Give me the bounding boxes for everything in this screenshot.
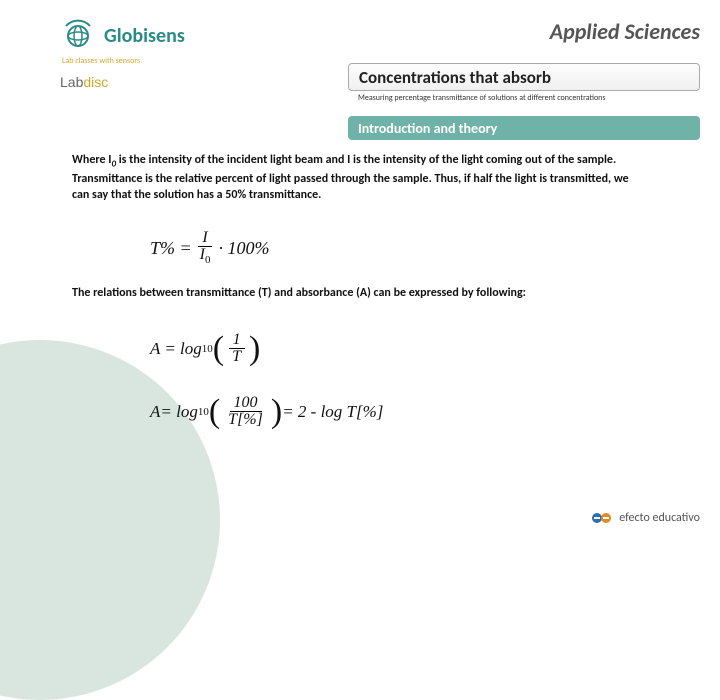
f2-lhs: A = log xyxy=(150,339,202,359)
f2-sub: 10 xyxy=(202,343,213,355)
formula-absorbance-2: A= log10 ( 100 T[%] ) = 2 - log T[%] xyxy=(150,395,383,428)
globisens-logo: Globisens xyxy=(60,18,260,54)
brand-tagline: Lab classes with sensors xyxy=(62,56,260,66)
background-circle xyxy=(0,340,220,700)
brand-product: Labdisc xyxy=(60,74,260,90)
category-label: Applied Sciences xyxy=(550,18,700,45)
efecto-icon xyxy=(591,510,613,526)
f3-paren-open: ( xyxy=(209,400,220,424)
f1-numerator: I xyxy=(198,230,211,247)
f1-denominator: I0 xyxy=(196,247,215,266)
f2-denominator: T xyxy=(228,349,245,365)
para1-part-b: is the intensity of the incident light b… xyxy=(72,153,629,202)
f1-fraction: I I0 xyxy=(196,230,215,266)
f3-denominator: T[%] xyxy=(224,412,267,428)
page-title: Concentrations that absorb xyxy=(348,63,700,91)
brand-name: Globisens xyxy=(104,24,185,48)
header: Globisens Lab classes with sensors Labdi… xyxy=(60,18,710,138)
f3-lhs: A= log xyxy=(150,402,198,422)
paragraph-2: The relations between transmittance (T) … xyxy=(72,285,640,301)
footer-name: efecto educativo xyxy=(619,511,700,525)
f3-fraction: 100 T[%] xyxy=(224,395,267,428)
f3-rhs: = 2 - log T[%] xyxy=(282,402,383,422)
globe-icon xyxy=(60,18,96,54)
para1-part-a: Where I xyxy=(72,153,111,167)
f3-numerator: 100 xyxy=(230,395,262,412)
f3-sub: 10 xyxy=(198,406,209,418)
f1-lhs: T% = xyxy=(150,238,192,259)
page-subtitle: Measuring percentage transmittance of so… xyxy=(358,94,690,104)
section-heading: Introduction and theory xyxy=(348,116,700,140)
f2-fraction: 1 T xyxy=(228,332,245,365)
f1-tail: · 100% xyxy=(218,238,269,259)
footer-logo: efecto educativo xyxy=(591,510,700,526)
formula-transmittance: T% = I I0 · 100% xyxy=(150,230,269,266)
f2-paren-open: ( xyxy=(213,337,224,361)
f2-numerator: 1 xyxy=(229,332,245,349)
formula-absorbance-1: A = log10 ( 1 T ) xyxy=(150,332,260,365)
brand-logo-block: Globisens Lab classes with sensors Labdi… xyxy=(60,18,260,90)
f2-paren-close: ) xyxy=(249,337,260,361)
paragraph-1: Where I0 is the intensity of the inciden… xyxy=(72,152,640,203)
f3-paren-close: ) xyxy=(271,400,282,424)
